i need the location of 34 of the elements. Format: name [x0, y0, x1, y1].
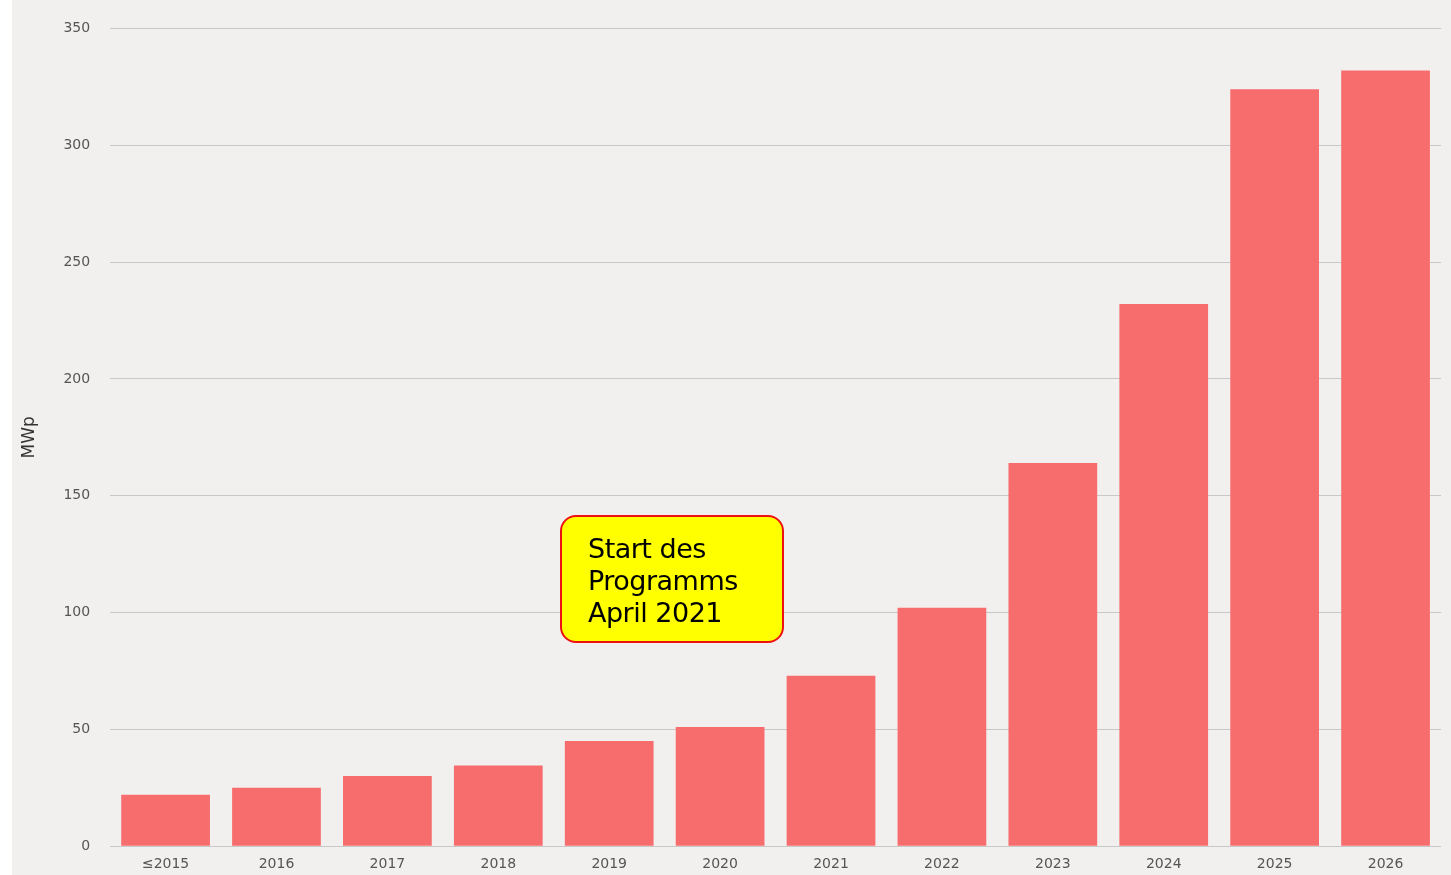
bar	[675, 727, 765, 846]
y-tick-label: 50	[72, 720, 91, 737]
bar	[232, 787, 321, 846]
bar	[1341, 70, 1430, 846]
x-tick-label: 2016	[258, 855, 295, 872]
y-tick-label: 200	[63, 369, 91, 386]
x-tick-label: 2025	[1256, 855, 1293, 872]
annotation: Start des Programms April 2021	[560, 515, 784, 643]
y-tick-label: 150	[63, 486, 91, 503]
y-tick-label: 300	[63, 135, 91, 152]
x-tick-label: 2018	[480, 855, 517, 872]
x-tick-label: 2020	[702, 855, 738, 872]
x-tick-label: 2022	[924, 855, 960, 872]
y-axis-title: MWp	[17, 416, 38, 459]
bar	[453, 765, 543, 846]
x-tick-label: ≤2015	[141, 855, 190, 872]
y-tick-label: 250	[63, 252, 91, 269]
bar	[897, 607, 987, 846]
bar	[1008, 463, 1098, 846]
bar	[564, 741, 654, 846]
y-tick-label: 100	[63, 603, 91, 620]
x-tick-label: 2023	[1035, 855, 1071, 872]
x-tick-label: 2017	[369, 855, 406, 872]
x-tick-label: 2024	[1145, 855, 1182, 872]
x-tick-label: 2019	[591, 855, 628, 872]
x-tick-label: 2021	[813, 855, 849, 872]
bar	[786, 675, 876, 846]
bar	[121, 794, 210, 846]
bar	[1230, 89, 1319, 846]
x-tick-label: 2026	[1367, 855, 1404, 872]
bar	[343, 776, 432, 846]
y-tick-label: 0	[81, 836, 91, 853]
y-tick-label: 350	[63, 19, 91, 36]
bar	[1119, 304, 1209, 846]
